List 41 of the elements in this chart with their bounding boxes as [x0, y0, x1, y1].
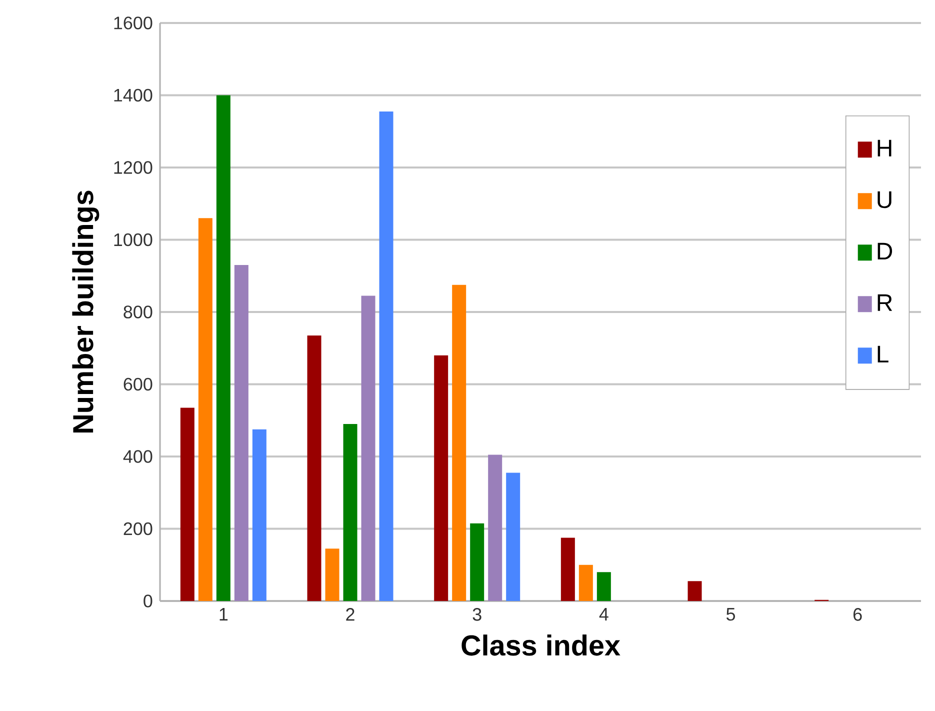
bar	[252, 429, 266, 601]
legend-label: H	[878, 140, 892, 156]
bar	[560, 538, 575, 601]
bar	[688, 581, 702, 601]
bar	[379, 111, 394, 601]
y-tick-label: 1000	[114, 233, 152, 246]
bar	[180, 408, 194, 601]
y-tick-label: 1600	[114, 16, 152, 30]
y-tick-label: 400	[123, 450, 152, 463]
y-tick-label: 200	[124, 522, 152, 536]
bar	[343, 424, 358, 601]
legend-label: D	[878, 242, 892, 260]
y-tick-label: 600	[124, 378, 152, 391]
legend-label: L	[878, 346, 888, 362]
bar	[596, 572, 611, 601]
y-tick-label: 1200	[114, 161, 152, 174]
bar	[578, 564, 593, 601]
legend-label: R	[878, 294, 892, 311]
bar	[470, 523, 484, 601]
y-tick-label: 0	[144, 594, 152, 608]
x-tick-label: 5	[726, 608, 735, 621]
x-tick-label: 1	[220, 608, 228, 620]
bar	[234, 265, 248, 601]
bar	[506, 472, 520, 601]
x-tick-label: 6	[853, 608, 862, 621]
bar	[216, 95, 230, 601]
bar	[361, 296, 376, 601]
x-axis-title: Class index	[462, 634, 620, 656]
x-tick-label: 3	[472, 608, 482, 621]
x-tick-label: 4	[599, 608, 608, 620]
bar	[325, 548, 340, 601]
y-tick-label: 1400	[114, 88, 152, 102]
bar	[452, 284, 466, 601]
y-tick-label: 800	[124, 306, 152, 318]
bar	[198, 218, 212, 601]
legend-label: U	[878, 191, 892, 208]
bar	[307, 335, 322, 601]
bar	[488, 454, 502, 601]
x-tick-label: 2	[346, 608, 354, 621]
y-axis-title: Number buildings	[72, 190, 100, 432]
bar	[434, 355, 448, 601]
